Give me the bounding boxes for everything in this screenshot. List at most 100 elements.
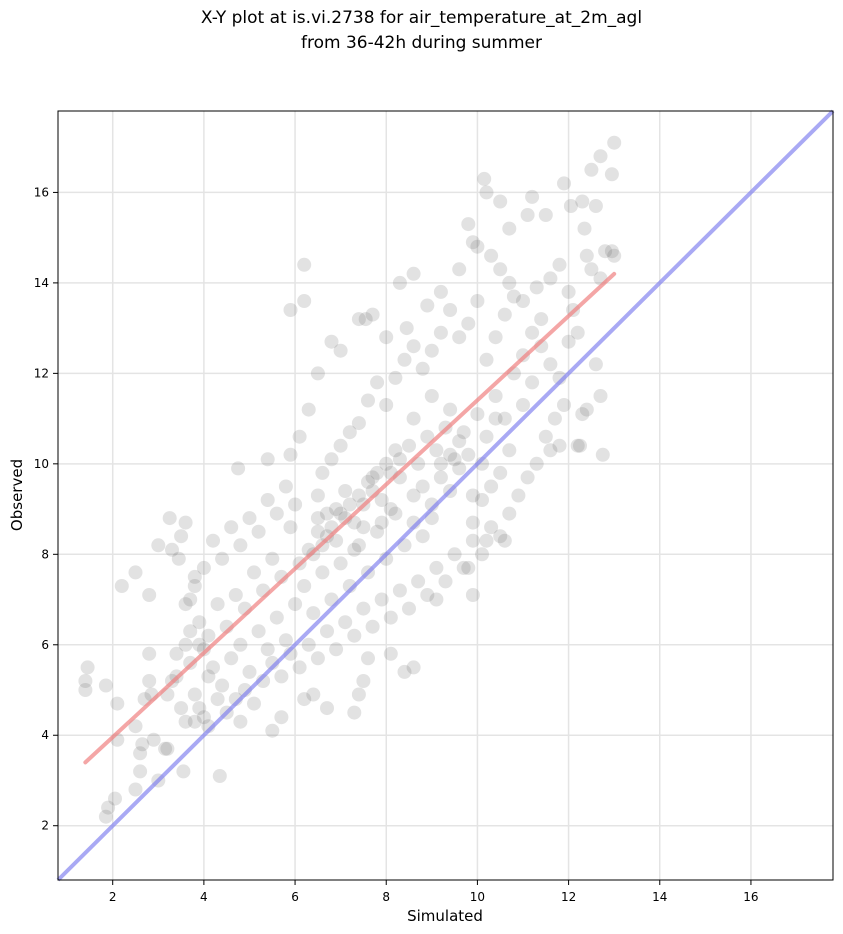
data-point	[260, 642, 275, 657]
data-point	[406, 488, 421, 503]
data-point	[579, 402, 594, 417]
data-point	[374, 493, 389, 507]
data-point	[402, 438, 416, 453]
data-point	[278, 633, 293, 648]
data-point	[424, 389, 439, 403]
data-point	[424, 343, 439, 358]
data-point	[415, 529, 430, 544]
data-point	[297, 692, 312, 707]
x-tick-label: 6	[291, 890, 299, 904]
data-point	[269, 506, 284, 521]
data-point	[484, 248, 499, 263]
data-point	[196, 710, 211, 725]
data-point	[242, 664, 257, 679]
data-point	[98, 678, 113, 693]
data-point	[283, 303, 298, 317]
data-point	[520, 470, 535, 485]
data-point	[233, 637, 248, 652]
data-point	[538, 429, 553, 444]
data-point	[329, 533, 344, 548]
data-point	[383, 646, 398, 661]
data-point	[584, 262, 599, 277]
data-point	[388, 506, 403, 521]
data-point	[397, 352, 412, 367]
data-point	[543, 357, 558, 372]
data-point	[333, 556, 348, 571]
data-point	[383, 610, 398, 625]
data-point	[178, 515, 193, 530]
data-point	[206, 533, 220, 548]
data-point	[365, 470, 380, 485]
data-point	[192, 615, 207, 630]
data-point	[475, 493, 489, 507]
data-point	[274, 669, 289, 684]
data-point	[465, 588, 480, 602]
data-point	[493, 529, 508, 544]
data-point	[158, 741, 173, 756]
data-point	[461, 316, 476, 331]
data-point	[78, 674, 93, 688]
data-point	[251, 624, 266, 639]
x-tick-label: 10	[470, 890, 485, 904]
data-point	[142, 674, 157, 688]
data-point	[233, 538, 248, 553]
data-point	[187, 569, 202, 584]
data-point	[447, 452, 462, 467]
y-tick-label: 12	[34, 366, 49, 380]
data-point	[310, 524, 325, 539]
data-point	[520, 208, 535, 222]
data-point	[192, 637, 207, 652]
fit-line	[83, 271, 617, 765]
data-point	[347, 705, 362, 720]
data-point	[201, 628, 216, 643]
data-point	[274, 710, 289, 725]
data-point	[301, 637, 316, 652]
data-point	[488, 330, 503, 345]
data-point	[333, 438, 348, 453]
data-point	[493, 262, 508, 277]
data-point	[456, 560, 471, 575]
data-point	[306, 687, 321, 702]
data-point	[347, 628, 362, 643]
data-point	[196, 642, 211, 657]
data-point	[224, 651, 239, 666]
data-point	[174, 701, 189, 716]
data-point	[215, 551, 230, 566]
x-tick-label: 12	[561, 890, 576, 904]
data-point	[297, 257, 312, 272]
data-point	[329, 502, 344, 517]
data-point	[215, 678, 230, 693]
x-tick-label: 8	[382, 890, 390, 904]
data-point	[420, 298, 435, 313]
data-point	[465, 533, 480, 548]
data-point	[420, 429, 435, 444]
data-point	[242, 511, 257, 526]
data-point	[283, 447, 298, 462]
data-point	[477, 171, 492, 186]
data-point	[176, 764, 191, 779]
data-point	[356, 674, 371, 688]
data-point	[361, 393, 375, 408]
data-point	[260, 493, 275, 507]
data-point	[579, 248, 594, 263]
data-point	[231, 461, 246, 476]
data-point	[370, 465, 385, 480]
data-point	[114, 579, 129, 593]
reference-lines	[56, 109, 835, 882]
data-point	[196, 560, 211, 575]
data-point	[187, 714, 202, 729]
data-point	[525, 189, 540, 204]
data-point	[429, 592, 444, 607]
data-point	[310, 651, 325, 666]
y-tick-label: 14	[34, 276, 49, 290]
data-point	[465, 488, 480, 503]
data-point	[374, 515, 389, 530]
data-point	[210, 597, 225, 612]
data-point	[388, 443, 403, 458]
data-point	[452, 262, 467, 277]
data-point	[128, 565, 143, 580]
data-point	[461, 560, 476, 575]
data-point	[529, 456, 544, 471]
data-point	[98, 809, 113, 824]
x-tick-label: 14	[652, 890, 667, 904]
